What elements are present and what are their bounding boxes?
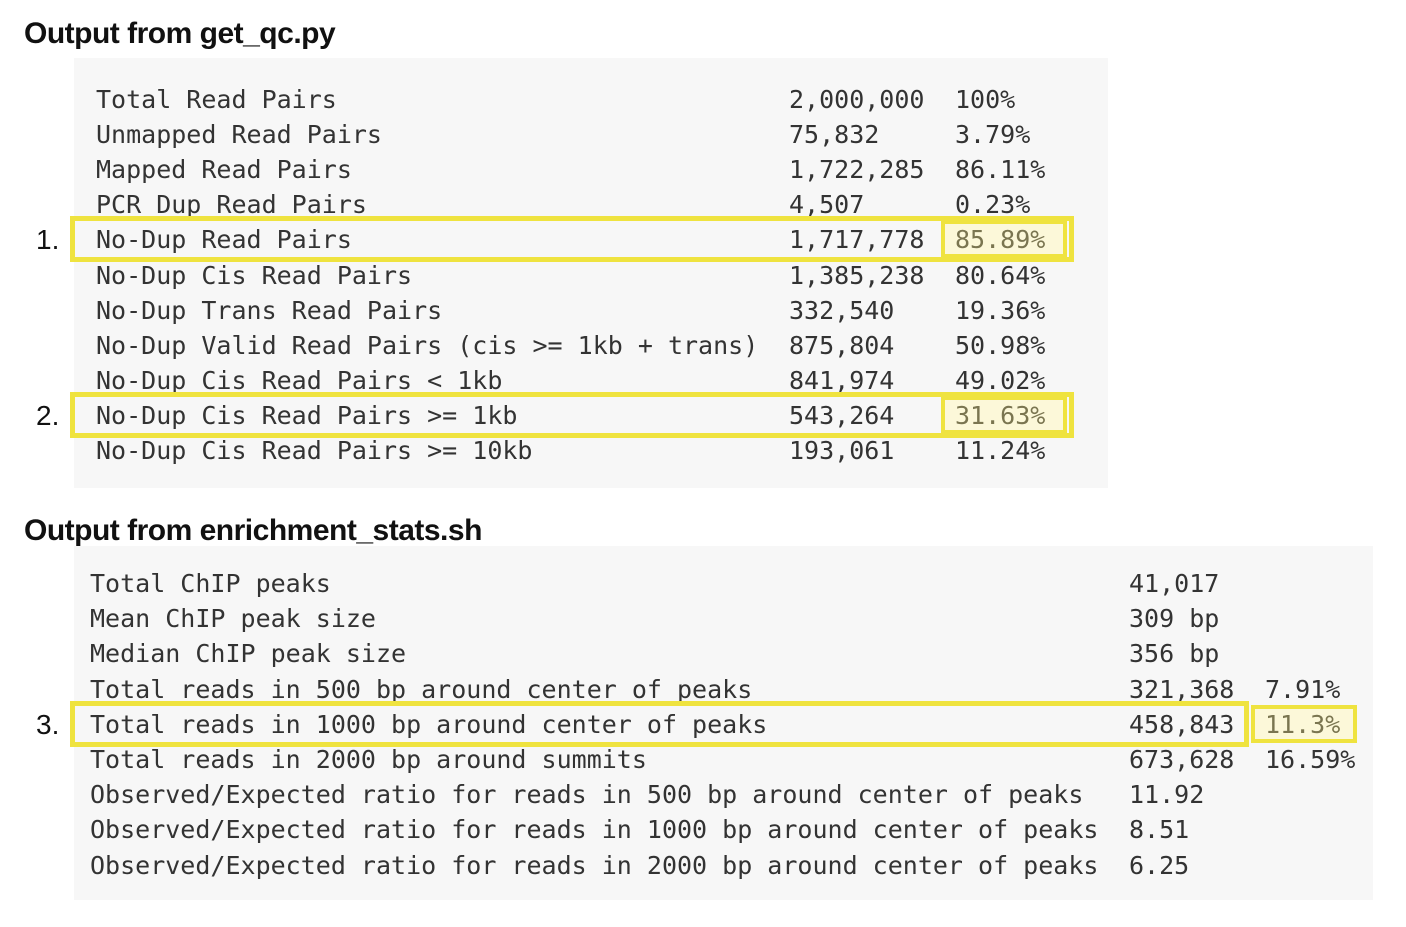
qc-section-heading: Output from get_qc.py [24,17,336,50]
qc-row: No-Dup Cis Read Pairs < 1kb 841,974 49.02% [74,363,1108,398]
qc-row-percent: 86.11% [955,155,1046,185]
qc-row-label: No-Dup Valid Read Pairs (cis >= 1kb + tr… [96,330,759,360]
enrichment-row-label: Observed/Expected ratio for reads in 100… [90,815,1099,845]
qc-row-percent: 19.36% [955,295,1046,325]
enrichment-row-label: Total reads in 2000 bp around summits [90,745,647,774]
enrichment-row-value: 673,628 [1129,745,1235,774]
qc-row: Unmapped Read Pairs 75,832 3.79% [74,117,1108,152]
qc-row-value: 332,540 [789,295,895,325]
qc-row-value: 875,804 [789,330,895,360]
qc-percent-highlight [941,395,1067,434]
enrichment-row-value: 8.51 [1129,815,1190,845]
enrichment-row: Observed/Expected ratio for reads in 200… [74,848,1373,883]
qc-row: No-Dup Read Pairs 1,717,778 85.89% [74,222,1108,257]
qc-row-percent: 50.98% [955,330,1046,360]
qc-row-value: 2,000,000 [789,85,925,114]
enrichment-row-value: 309 bp [1129,604,1220,634]
enrichment-row-label: Total reads in 500 bp around center of p… [90,674,753,704]
qc-row: No-Dup Cis Read Pairs >= 1kb 543,264 31.63… [74,398,1108,433]
enrichment-row: Total reads in 2000 bp around summits 673… [74,742,1373,777]
qc-row-percent: 80.64% [955,260,1046,290]
enrichment-row: Total reads in 500 bp around center of p… [74,672,1373,707]
highlight-marker-number: 3. [36,708,60,740]
enrichment-row-value: 41,017 [1129,569,1220,598]
qc-row-label: No-Dup Cis Read Pairs < 1kb [96,365,503,395]
enrichment-row: Median ChIP peak size 356 bp [74,636,1373,671]
enrichment-row: Total reads in 1000 bp around center of … [74,707,1373,742]
enrichment-percent-highlight [1251,704,1357,743]
enrichment-row-label: Observed/Expected ratio for reads in 200… [90,850,1099,880]
qc-row-value: 1,722,285 [789,155,925,185]
enrichment-output-block: Total ChIP peaks 41,017 Mean ChIP peak siz… [70,546,1373,900]
qc-row-label: No-Dup Read Pairs [96,225,352,255]
enrichment-row-percent: 7.91% [1265,674,1341,704]
qc-row: No-Dup Valid Read Pairs (cis >= 1kb + tr… [74,328,1108,363]
qc-row: No-Dup Trans Read Pairs 332,540 19.36% [74,293,1108,328]
qc-row-value: 841,974 [789,365,895,395]
qc-row-highlight-box [70,216,1074,263]
enrichment-row-label: Mean ChIP peak size [90,604,376,634]
enrichment-row-value: 356 bp [1129,639,1220,669]
qc-row-value: 543,264 [789,400,895,430]
highlight-marker-number: 2. [36,399,60,431]
qc-row-value: 1,717,778 [789,225,925,255]
qc-row-value: 1,385,238 [789,260,925,290]
qc-row-label: PCR Dup Read Pairs [96,190,367,220]
enrichment-row: Total ChIP peaks 41,017 [74,566,1373,601]
enrichment-row-percent: 11.3% [1265,709,1341,739]
enrichment-row: Observed/Expected ratio for reads in 500… [74,777,1373,812]
qc-output-block: Total Read Pairs 2,000,000 100% Unmapped Re… [70,58,1108,488]
qc-row-value: 75,832 [789,120,880,150]
enrichment-section-heading: Output from enrichment_stats.sh [24,514,482,547]
qc-row-label: Unmapped Read Pairs [96,120,382,150]
qc-row-label: Total Read Pairs [96,85,337,114]
qc-row-percent: 3.79% [955,120,1031,150]
qc-row-label: Mapped Read Pairs [96,155,352,185]
qc-row: Mapped Read Pairs 1,722,285 86.11% [74,152,1108,187]
qc-row-label: No-Dup Cis Read Pairs [96,260,413,290]
highlight-marker-number: 1. [36,224,60,256]
enrichment-row-value: 6.25 [1129,850,1190,880]
enrichment-row: Observed/Expected ratio for reads in 100… [74,812,1373,847]
qc-row-highlight-box [70,391,1074,438]
qc-row-percent: 0.23% [955,190,1031,220]
qc-row-label: No-Dup Cis Read Pairs >= 1kb [96,400,518,430]
qc-row: No-Dup Cis Read Pairs 1,385,238 80.64% [74,258,1108,293]
enrichment-row-highlight-box [70,700,1249,747]
qc-row-label: No-Dup Trans Read Pairs [96,295,443,325]
enrichment-row-label: Total reads in 1000 bp around center of … [90,709,768,739]
qc-row-value: 4,507 [789,190,865,220]
qc-row-percent: 31.63% [955,400,1046,430]
enrichment-row-label: Observed/Expected ratio for reads in 500… [90,780,1084,810]
enrichment-row-value: 321,368 [1129,674,1235,704]
qc-row: Total Read Pairs 2,000,000 100% [74,82,1108,117]
qc-percent-highlight [941,220,1067,259]
qc-row-value: 193,061 [789,436,895,465]
enrichment-row-label: Total ChIP peaks [90,569,331,598]
enrichment-row-percent: 16.59% [1265,745,1356,774]
enrichment-row-value: 11.92 [1129,780,1205,810]
qc-row-percent: 11.24% [955,436,1046,465]
qc-row-percent: 100% [955,85,1016,114]
qc-row: No-Dup Cis Read Pairs >= 10kb 193,061 11.2… [74,433,1108,468]
enrichment-row-label: Median ChIP peak size [90,639,407,669]
qc-row-percent: 49.02% [955,365,1046,395]
qc-row-label: No-Dup Cis Read Pairs >= 10kb [96,436,533,465]
enrichment-row: Mean ChIP peak size 309 bp [74,601,1373,636]
enrichment-row-value: 458,843 [1129,709,1235,739]
qc-row: PCR Dup Read Pairs 4,507 0.23% [74,187,1108,222]
qc-row-percent: 85.89% [955,225,1046,255]
